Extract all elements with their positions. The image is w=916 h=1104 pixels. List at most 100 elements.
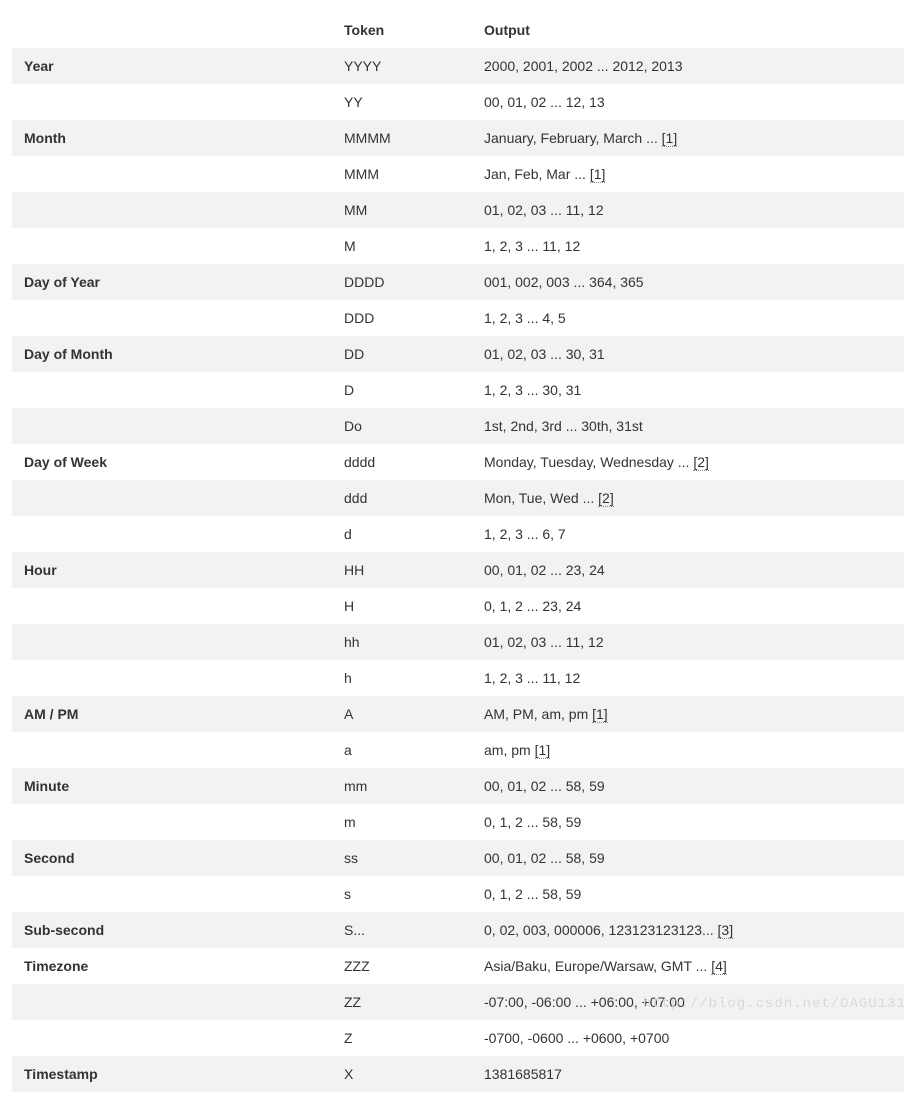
output-text: January, February, March ... xyxy=(484,130,662,146)
group-label-cell: Timezone xyxy=(12,948,332,984)
footnote-ref[interactable]: [1] xyxy=(535,742,551,759)
output-cell: am, pm [1] xyxy=(472,732,904,768)
group-label-cell xyxy=(12,1020,332,1056)
output-cell: Monday, Tuesday, Wednesday ... [2] xyxy=(472,444,904,480)
table-row: MM01, 02, 03 ... 11, 12 xyxy=(12,192,904,228)
output-cell: -07:00, -06:00 ... +06:00, +07:00 xyxy=(472,984,904,1020)
token-cell: ZZZ xyxy=(332,948,472,984)
token-cell: YYYY xyxy=(332,48,472,84)
footnote-ref[interactable]: [1] xyxy=(590,166,606,183)
token-cell: ss xyxy=(332,840,472,876)
group-label-cell xyxy=(12,372,332,408)
output-cell: 2000, 2001, 2002 ... 2012, 2013 xyxy=(472,48,904,84)
footnote-ref[interactable]: [2] xyxy=(598,490,614,507)
output-cell: 0, 1, 2 ... 58, 59 xyxy=(472,804,904,840)
table-row: YearYYYY2000, 2001, 2002 ... 2012, 2013 xyxy=(12,48,904,84)
token-cell: DDD xyxy=(332,300,472,336)
token-cell: Do xyxy=(332,408,472,444)
table-row: aam, pm [1] xyxy=(12,732,904,768)
header-token: Token xyxy=(332,12,472,48)
group-label-cell: AM / PM xyxy=(12,696,332,732)
table-row: H0, 1, 2 ... 23, 24 xyxy=(12,588,904,624)
group-label-cell xyxy=(12,660,332,696)
footnote-ref[interactable]: [4] xyxy=(711,958,727,975)
output-text: 0, 1, 2 ... 58, 59 xyxy=(484,814,581,830)
output-text: 001, 002, 003 ... 364, 365 xyxy=(484,274,644,290)
footnote-ref[interactable]: [2] xyxy=(693,454,709,471)
output-cell: 00, 01, 02 ... 12, 13 xyxy=(472,84,904,120)
group-label-cell: Minute xyxy=(12,768,332,804)
token-cell: DDDD xyxy=(332,264,472,300)
output-text: 1, 2, 3 ... 30, 31 xyxy=(484,382,581,398)
table-row: s0, 1, 2 ... 58, 59 xyxy=(12,876,904,912)
token-cell: D xyxy=(332,372,472,408)
group-label-cell xyxy=(12,804,332,840)
token-cell: dddd xyxy=(332,444,472,480)
table-row: Do 1st, 2nd, 3rd ... 30th, 31st xyxy=(12,408,904,444)
group-label-cell: Hour xyxy=(12,552,332,588)
output-text: 00, 01, 02 ... 12, 13 xyxy=(484,94,605,110)
table-row: MMMJan, Feb, Mar ... [1] xyxy=(12,156,904,192)
table-row: hh01, 02, 03 ... 11, 12 xyxy=(12,624,904,660)
token-cell: Z xyxy=(332,1020,472,1056)
output-cell: 1st, 2nd, 3rd ... 30th, 31st xyxy=(472,408,904,444)
table-row: MonthMMMMJanuary, February, March ... [1… xyxy=(12,120,904,156)
token-cell: a xyxy=(332,732,472,768)
output-cell: 01, 02, 03 ... 11, 12 xyxy=(472,624,904,660)
header-output: Output xyxy=(472,12,904,48)
output-text: Asia/Baku, Europe/Warsaw, GMT ... xyxy=(484,958,711,974)
footnote-ref[interactable]: [1] xyxy=(662,130,678,147)
output-text: -0700, -0600 ... +0600, +0700 xyxy=(484,1030,669,1046)
token-cell: HH xyxy=(332,552,472,588)
output-cell: AM, PM, am, pm [1] xyxy=(472,696,904,732)
table-row: h1, 2, 3 ... 11, 12 xyxy=(12,660,904,696)
output-cell: Asia/Baku, Europe/Warsaw, GMT ... [4] xyxy=(472,948,904,984)
footnote-ref[interactable]: [3] xyxy=(718,922,734,939)
group-label-cell xyxy=(12,876,332,912)
group-label-cell: Timestamp xyxy=(12,1056,332,1092)
group-label-cell xyxy=(12,156,332,192)
output-text: am, pm xyxy=(484,742,535,758)
output-text: 1381685817 xyxy=(484,1066,562,1082)
table-row: TimezoneZZZAsia/Baku, Europe/Warsaw, GMT… xyxy=(12,948,904,984)
table-row: Day of YearDDDD001, 002, 003 ... 364, 36… xyxy=(12,264,904,300)
output-cell: 00, 01, 02 ... 58, 59 xyxy=(472,768,904,804)
token-cell: m xyxy=(332,804,472,840)
output-text: 1st, 2nd, 3rd ... 30th, 31st xyxy=(484,418,643,434)
token-cell: s xyxy=(332,876,472,912)
group-label-cell: Sub-second xyxy=(12,912,332,948)
table-row: YY 00, 01, 02 ... 12, 13 xyxy=(12,84,904,120)
table-row: Day of WeekddddMonday, Tuesday, Wednesda… xyxy=(12,444,904,480)
output-cell: 1, 2, 3 ... 11, 12 xyxy=(472,228,904,264)
output-text: 1, 2, 3 ... 11, 12 xyxy=(484,238,580,254)
output-text: 00, 01, 02 ... 58, 59 xyxy=(484,778,605,794)
output-text: 0, 1, 2 ... 23, 24 xyxy=(484,598,581,614)
output-cell: 1, 2, 3 ... 11, 12 xyxy=(472,660,904,696)
table-row: TimestampX 1381685817 xyxy=(12,1056,904,1092)
group-label-cell xyxy=(12,480,332,516)
token-cell: hh xyxy=(332,624,472,660)
table-row: m 0, 1, 2 ... 58, 59 xyxy=(12,804,904,840)
output-text: 0, 02, 003, 000006, 123123123123... xyxy=(484,922,718,938)
token-cell: mm xyxy=(332,768,472,804)
output-text: Monday, Tuesday, Wednesday ... xyxy=(484,454,693,470)
group-label-cell xyxy=(12,228,332,264)
group-label-cell xyxy=(12,624,332,660)
output-cell: 01, 02, 03 ... 11, 12 xyxy=(472,192,904,228)
output-text: 2000, 2001, 2002 ... 2012, 2013 xyxy=(484,58,683,74)
group-label-cell: Second xyxy=(12,840,332,876)
table-row: d1, 2, 3 ... 6, 7 xyxy=(12,516,904,552)
output-cell: 1, 2, 3 ... 6, 7 xyxy=(472,516,904,552)
output-text: 1, 2, 3 ... 6, 7 xyxy=(484,526,566,542)
group-label-cell xyxy=(12,84,332,120)
token-cell: YY xyxy=(332,84,472,120)
group-label-cell xyxy=(12,300,332,336)
footnote-ref[interactable]: [1] xyxy=(592,706,608,723)
output-cell: Jan, Feb, Mar ... [1] xyxy=(472,156,904,192)
output-cell: 1381685817 xyxy=(472,1056,904,1092)
table-header-row: Token Output xyxy=(12,12,904,48)
table-body: YearYYYY2000, 2001, 2002 ... 2012, 2013Y… xyxy=(12,48,904,1092)
table-row: HourHH 00, 01, 02 ... 23, 24 xyxy=(12,552,904,588)
output-text: 00, 01, 02 ... 23, 24 xyxy=(484,562,605,578)
token-cell: X xyxy=(332,1056,472,1092)
